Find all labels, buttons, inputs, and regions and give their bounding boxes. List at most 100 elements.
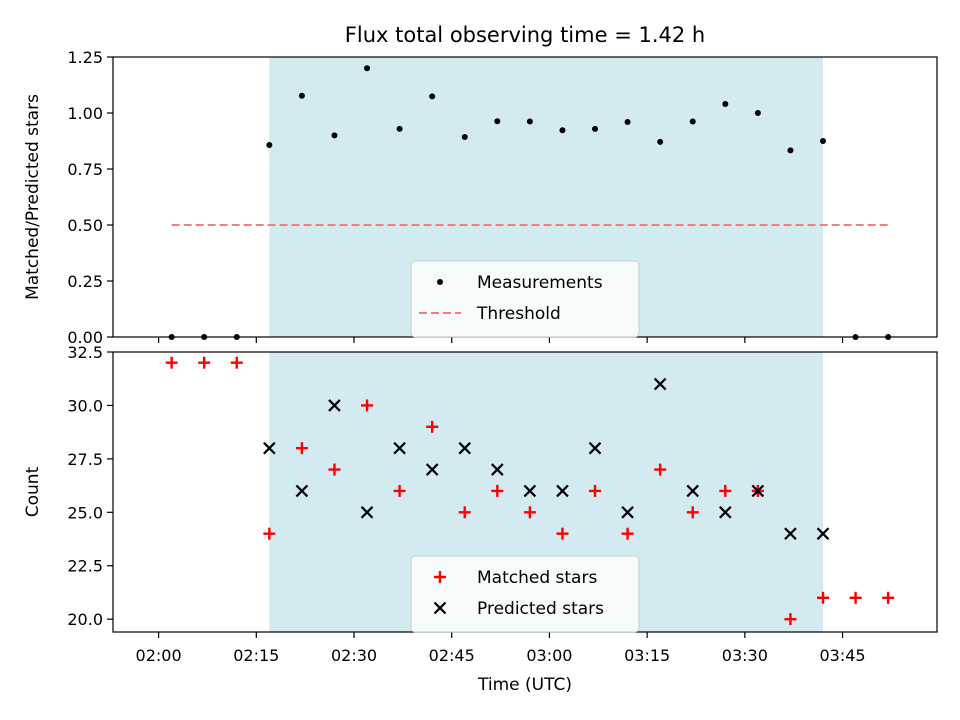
x-tick-label: 03:45 [819, 646, 865, 665]
data-point-plus [817, 591, 830, 604]
data-point-x-b [458, 441, 472, 455]
data-point-x-b [653, 377, 667, 391]
data-point-dot [331, 132, 338, 139]
data-point-dot [657, 138, 664, 145]
data-point-x-b [556, 484, 569, 498]
measurement-points [168, 65, 892, 340]
data-point-dot-shape [787, 147, 794, 154]
data-point-plus [719, 484, 732, 497]
y-tick-label: 1.25 [67, 48, 103, 67]
y-tick-label: 0.50 [67, 216, 103, 235]
x-ticks-bottom: 02:00 02:15 02:30 02:45 03:00 03:15 03:30 03:45 [136, 632, 866, 665]
data-point-dot [559, 127, 566, 134]
data-point-plus [621, 527, 634, 540]
y-ticks-top: 0.00 0.25 0.50 0.75 1.00 1.25 [67, 48, 113, 347]
data-point-dot-shape [461, 133, 468, 140]
data-point-dot [396, 125, 403, 132]
data-point-dot-shape [298, 92, 305, 99]
data-point-dot [526, 118, 533, 125]
data-point-plus [491, 484, 504, 497]
legend-label: Threshold [476, 304, 561, 324]
legend-box [410, 555, 640, 633]
y-tick-label: 0.25 [67, 272, 103, 291]
data-point-dot-shape [754, 110, 761, 116]
data-point-plus [230, 356, 243, 369]
data-point-plus [328, 463, 341, 476]
data-point-dot-shape [657, 138, 664, 145]
y-tick-label: 0.75 [67, 160, 103, 179]
x-tick-label: 02:15 [233, 646, 279, 665]
y-ticks-bottom: 20.0 22.5 25.0 27.5 30.0 32.5 [67, 343, 113, 629]
data-point-plus [198, 356, 211, 369]
data-point-plus [523, 506, 536, 519]
x-tick-label: 03:00 [526, 646, 572, 665]
data-point-dot [494, 118, 501, 125]
data-point-x [784, 527, 797, 540]
data-point-x [751, 484, 765, 498]
data-point-x-b [751, 484, 765, 498]
y-tick-label: 22.5 [67, 557, 103, 576]
panel-counts: 20.0 22.5 25.0 27.5 30.0 32.5 02:00 02:15 02:30… [23, 343, 938, 665]
legend-swatch-dot [437, 279, 443, 285]
data-point-plus [849, 591, 862, 604]
data-point-x [491, 463, 504, 476]
data-point-plus [589, 484, 602, 497]
y-axis-label-top: Matched/Predicted stars [23, 94, 43, 300]
legend-bottom: Matched stars Predicted stars [410, 555, 640, 633]
legend-label: Predicted stars [477, 599, 604, 619]
data-point-dot-shape [364, 65, 371, 72]
data-point-dot-shape [820, 138, 827, 144]
data-point-plus [361, 399, 374, 412]
data-point-x [621, 506, 634, 519]
data-point-x [263, 441, 276, 455]
x-ticks-top [157, 337, 844, 343]
data-point-dot-shape [624, 118, 631, 125]
data-point-x [393, 441, 406, 455]
data-point-x [523, 484, 537, 498]
y-tick-label: 32.5 [67, 343, 103, 362]
data-point-x-b [360, 506, 374, 519]
chart-title: Flux total observing time = 1.42 h [345, 23, 705, 47]
data-point-dot-shape [689, 118, 696, 125]
data-point-dot-shape [559, 127, 566, 134]
data-point-dot [461, 133, 468, 140]
data-point-dot [787, 147, 794, 154]
data-point-x [360, 506, 374, 519]
legend-swatch-x-b [433, 601, 447, 615]
x-tick-label: 02:30 [331, 646, 377, 665]
data-point-x-b [686, 484, 700, 498]
data-point-plus [426, 420, 439, 433]
x-tick-label: 02:00 [136, 646, 182, 665]
data-point-x-b [263, 441, 276, 455]
data-point-plus [458, 506, 471, 519]
data-point-dot-shape [396, 125, 403, 132]
y-tick-label: 1.00 [67, 104, 103, 123]
data-point-dot-shape [526, 118, 533, 125]
data-point-x [816, 527, 830, 540]
data-point-x [653, 377, 667, 391]
data-point-x-b [491, 463, 504, 476]
data-point-plus [784, 613, 797, 626]
data-point-dot-shape [266, 142, 273, 149]
legend-label: Matched stars [477, 568, 597, 588]
data-point-dot [689, 118, 696, 125]
legend-swatch-x [433, 601, 447, 615]
data-point-x [458, 441, 472, 455]
data-point-x-b [523, 484, 537, 498]
y-tick-label: 30.0 [67, 396, 103, 415]
x-tick-label: 03:15 [624, 646, 670, 665]
legend-swatch-plus [434, 571, 446, 583]
data-point-plus [393, 484, 406, 497]
data-point-x-b [719, 506, 732, 519]
legend-box [410, 260, 640, 338]
data-point-dot [592, 125, 599, 132]
data-point-x-b [425, 463, 439, 476]
data-point-x-b [328, 399, 341, 412]
data-point-dot [754, 110, 761, 116]
data-point-x-b [816, 527, 830, 540]
data-point-plus [882, 591, 895, 604]
y-tick-label: 0.00 [67, 328, 103, 347]
x-axis-label: Time (UTC) [477, 675, 572, 695]
data-point-dot-shape [429, 93, 436, 100]
